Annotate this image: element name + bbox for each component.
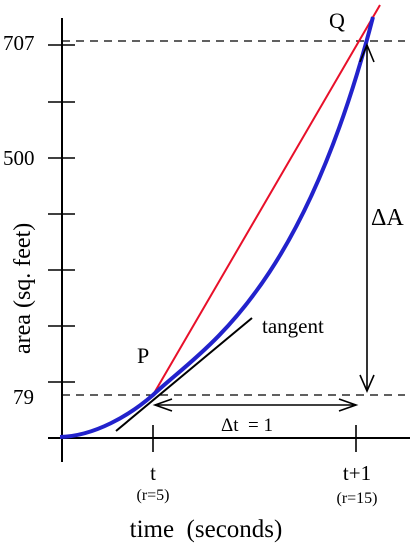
y-ticks bbox=[48, 44, 75, 383]
x-tick-label-t: t bbox=[150, 461, 156, 485]
x-axis-label: time (seconds) bbox=[130, 516, 283, 543]
y-tick-label-707: 707 bbox=[3, 31, 35, 55]
delta-a-label: ΔA bbox=[371, 205, 404, 231]
x-tick-label-t-plus-1: t+1 bbox=[343, 461, 371, 485]
delta-t-label: Δt = 1 bbox=[221, 415, 273, 436]
y-tick-label-79: 79 bbox=[13, 385, 34, 409]
point-p-label: P bbox=[137, 343, 149, 368]
x-sub-label-r15: (r=15) bbox=[336, 490, 377, 507]
tangent-line bbox=[115, 317, 253, 432]
point-q-label: Q bbox=[329, 8, 345, 33]
area-curve bbox=[59, 16, 375, 439]
y-axis-label: area (sq. feet) bbox=[10, 223, 36, 354]
x-sub-label-r5: (r=5) bbox=[136, 487, 169, 504]
delta-a-arrow bbox=[359, 42, 375, 393]
tangent-label: tangent bbox=[262, 314, 324, 338]
x-ticks bbox=[152, 425, 357, 452]
delta-t-arrow bbox=[152, 398, 359, 412]
y-tick-label-500: 500 bbox=[3, 146, 35, 170]
secant-line bbox=[152, 4, 381, 396]
